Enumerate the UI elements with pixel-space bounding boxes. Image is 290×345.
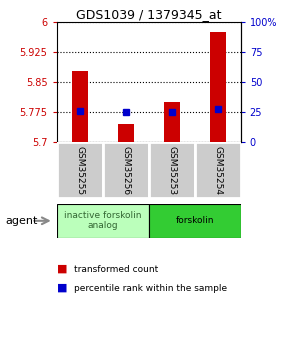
Bar <box>164 102 180 142</box>
Bar <box>148 142 195 198</box>
Bar <box>195 142 241 198</box>
Text: agent: agent <box>6 216 38 226</box>
Text: GSM35254: GSM35254 <box>213 146 222 195</box>
Text: ■: ■ <box>57 283 67 293</box>
Text: GSM35253: GSM35253 <box>167 146 176 195</box>
Bar <box>117 124 134 142</box>
Bar <box>57 142 103 198</box>
Bar <box>57 204 148 238</box>
Text: ■: ■ <box>57 264 67 274</box>
Text: transformed count: transformed count <box>74 265 158 274</box>
Text: inactive forskolin
analog: inactive forskolin analog <box>64 211 141 230</box>
Bar <box>72 71 88 142</box>
Bar <box>210 32 226 142</box>
Text: GSM35255: GSM35255 <box>75 146 84 195</box>
Text: percentile rank within the sample: percentile rank within the sample <box>74 284 227 293</box>
Bar <box>148 204 241 238</box>
Text: GSM35256: GSM35256 <box>121 146 130 195</box>
Title: GDS1039 / 1379345_at: GDS1039 / 1379345_at <box>76 8 221 21</box>
Bar <box>103 142 148 198</box>
Text: forskolin: forskolin <box>175 216 214 225</box>
